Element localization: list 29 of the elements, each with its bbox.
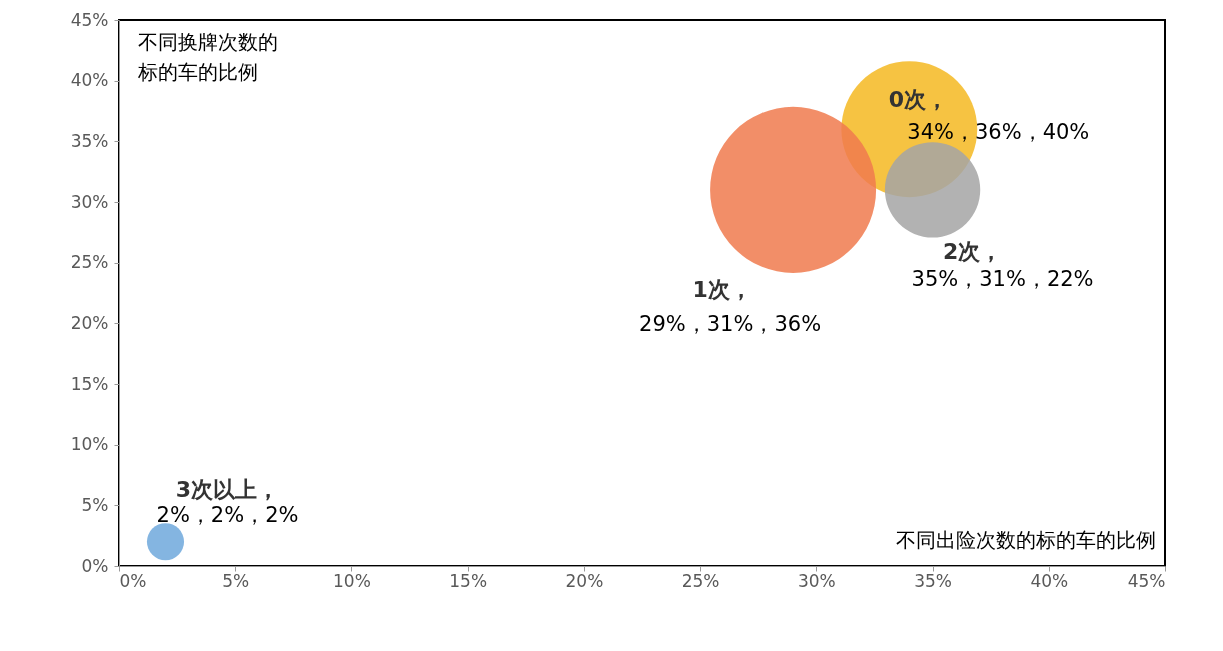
x-axis-title: 不同出险次数的标的车的比例 <box>895 527 1156 552</box>
x-tick-label: 5% <box>222 570 250 591</box>
x-tick-label: 10% <box>333 570 371 591</box>
x-tick-label: 40% <box>1030 570 1069 591</box>
data-label: 2%，2%，2% <box>156 502 299 527</box>
x-tick-label: 20% <box>565 570 604 591</box>
x-tick-label: 25% <box>681 570 720 591</box>
x-tick-label: 15% <box>449 570 488 591</box>
y-tick-label: 45% <box>70 9 109 30</box>
y-tick-label: 25% <box>70 252 109 273</box>
series-label: 0次， <box>888 87 948 113</box>
y-tick-label: 40% <box>70 70 109 91</box>
y-tick-label: 0% <box>81 555 109 576</box>
data-label: 35%，31%，22% <box>911 266 1094 291</box>
series-label: 1次， <box>692 276 752 302</box>
y-tick-label: 35% <box>70 130 109 151</box>
y-tick-label: 10% <box>70 434 109 455</box>
y-axis-title: 不同换牌次数的标的车的比例 <box>136 29 278 84</box>
y-tick-label: 5% <box>81 494 109 515</box>
series-label: 2次， <box>942 238 1003 264</box>
y-tick-label: 20% <box>70 312 109 333</box>
x-tick-label: 35% <box>914 570 952 591</box>
y-tick-label: 30% <box>70 191 109 212</box>
y-tick-label: 15% <box>70 373 109 394</box>
data-label: 29%，31%，36% <box>639 311 822 336</box>
x-tick-label: 30% <box>797 570 836 591</box>
x-tick-label: 45% <box>1127 570 1166 591</box>
series-label: 3次以上， <box>175 476 280 502</box>
x-tick-label: 0% <box>119 570 147 591</box>
